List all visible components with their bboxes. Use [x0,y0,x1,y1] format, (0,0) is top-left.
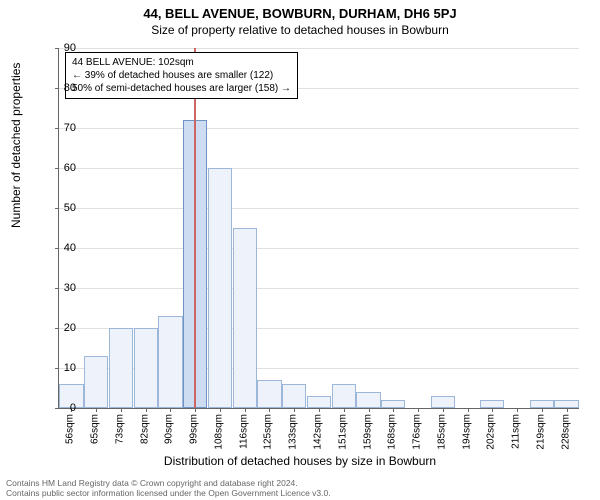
xtick-label: 159sqm [362,414,373,450]
xtick-label: 142sqm [313,414,324,450]
ytick-label: 40 [46,242,76,254]
xtick-label: 90sqm [164,414,175,444]
marker-line [194,48,196,408]
histogram-bar [431,396,455,408]
ytick-label: 20 [46,322,76,334]
gridline [59,168,579,169]
xtick-label: 65sqm [90,414,101,444]
annotation-line: ← 39% of detached houses are smaller (12… [72,69,291,82]
xtick-label: 133sqm [288,414,299,450]
histogram-bar [257,380,281,408]
xtick-mark [443,408,444,412]
xtick-mark [245,408,246,412]
footer-line: Contains public sector information licen… [6,488,331,498]
xtick-label: 202sqm [486,414,497,450]
histogram-bar [158,316,182,408]
footer-attribution: Contains HM Land Registry data © Crown c… [6,478,331,498]
xtick-mark [319,408,320,412]
xtick-label: 56sqm [65,414,76,444]
annotation-box: 44 BELL AVENUE: 102sqm ← 39% of detached… [65,52,298,99]
ytick-label: 30 [46,282,76,294]
xtick-label: 185sqm [436,414,447,450]
xtick-mark [468,408,469,412]
gridline [59,248,579,249]
annotation-line: 50% of semi-detached houses are larger (… [72,82,291,95]
histogram-bar [307,396,331,408]
xtick-mark [294,408,295,412]
histogram-bar [282,384,306,408]
xtick-label: 99sqm [189,414,200,444]
ytick-label: 10 [46,362,76,374]
xtick-mark [344,408,345,412]
xtick-mark [96,408,97,412]
xtick-label: 176sqm [412,414,423,450]
histogram-bar [530,400,554,408]
xtick-mark [492,408,493,412]
xtick-mark [567,408,568,412]
xtick-label: 194sqm [461,414,472,450]
histogram-bar [332,384,356,408]
footer-line: Contains HM Land Registry data © Crown c… [6,478,331,488]
xtick-mark [542,408,543,412]
xtick-mark [121,408,122,412]
histogram-bar [109,328,133,408]
histogram-bar [208,168,232,408]
histogram-bar [134,328,158,408]
ytick-label: 80 [46,82,76,94]
xtick-mark [269,408,270,412]
ytick-label: 0 [46,402,76,414]
xtick-mark [220,408,221,412]
xtick-mark [418,408,419,412]
xtick-mark [170,408,171,412]
histogram-bar [480,400,504,408]
chart-container: 44, BELL AVENUE, BOWBURN, DURHAM, DH6 5P… [0,0,600,500]
ytick-label: 50 [46,202,76,214]
xtick-mark [195,408,196,412]
xtick-label: 168sqm [387,414,398,450]
gridline [59,128,579,129]
xtick-label: 82sqm [139,414,150,444]
xtick-label: 228sqm [560,414,571,450]
ytick-label: 60 [46,162,76,174]
xtick-label: 211sqm [511,414,522,449]
xtick-mark [393,408,394,412]
gridline [59,208,579,209]
ytick-label: 90 [46,42,76,54]
gridline [59,48,579,49]
page-subtitle: Size of property relative to detached ho… [0,23,600,37]
xtick-label: 219sqm [535,414,546,450]
histogram-bar [84,356,108,408]
histogram-bar [356,392,380,408]
ytick-label: 70 [46,122,76,134]
page-title: 44, BELL AVENUE, BOWBURN, DURHAM, DH6 5P… [0,0,600,21]
histogram-bar [233,228,257,408]
xtick-label: 73sqm [114,414,125,444]
xtick-label: 125sqm [263,414,274,450]
histogram-bar [554,400,578,408]
y-axis-label: Number of detached properties [9,63,23,228]
histogram-bar [381,400,405,408]
annotation-line: 44 BELL AVENUE: 102sqm [72,56,291,69]
x-axis-label: Distribution of detached houses by size … [0,454,600,468]
xtick-mark [369,408,370,412]
xtick-label: 151sqm [337,414,348,450]
xtick-label: 116sqm [238,414,249,449]
xtick-mark [517,408,518,412]
xtick-label: 108sqm [213,414,224,450]
xtick-mark [146,408,147,412]
plot-area: 44 BELL AVENUE: 102sqm ← 39% of detached… [58,48,579,409]
gridline [59,288,579,289]
